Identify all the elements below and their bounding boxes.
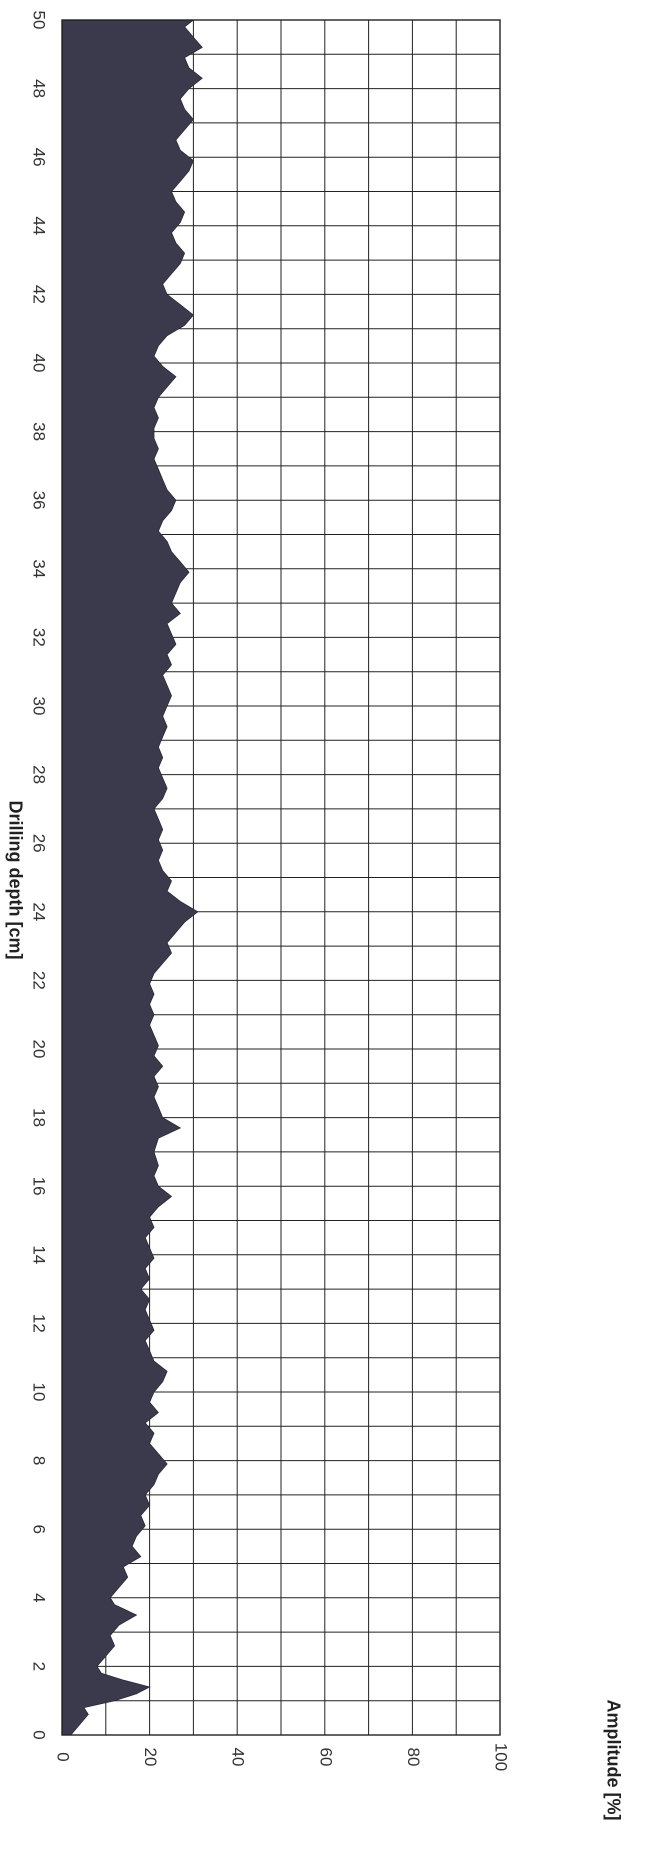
depth-tick-label: 30 — [30, 697, 49, 716]
amplitude-tick-label: 100 — [492, 1743, 511, 1771]
amplitude-tick-label: 80 — [404, 1748, 423, 1767]
depth-tick-label: 36 — [30, 491, 49, 510]
depth-tick-label: 8 — [30, 1456, 49, 1465]
x-axis-title: Drilling depth [cm] — [5, 801, 25, 960]
amplitude-tick-label: 40 — [229, 1748, 248, 1767]
depth-tick-label: 40 — [30, 354, 49, 373]
y-axis-title: Amplitude [%] — [603, 1700, 623, 1821]
depth-tick-label: 38 — [30, 422, 49, 441]
depth-tick-label: 48 — [30, 79, 49, 98]
plot-frame — [61, 19, 501, 1736]
depth-tick-label: 6 — [30, 1524, 49, 1533]
amplitude-tick-labels: 0 20 40 60 80 100 — [54, 1743, 511, 1771]
depth-tick-label: 18 — [30, 1108, 49, 1127]
depth-tick-label: 14 — [30, 1245, 49, 1264]
depth-tick-label: 46 — [30, 148, 49, 167]
depth-tick-label: 34 — [30, 559, 49, 578]
depth-tick-label: 26 — [30, 834, 49, 853]
depth-tick-label: 50 — [30, 11, 49, 30]
amplitude-tick-label: 0 — [54, 1752, 73, 1761]
depth-tick-label: 12 — [30, 1314, 49, 1333]
depth-tick-label: 28 — [30, 765, 49, 784]
depth-tick-label: 42 — [30, 285, 49, 304]
depth-tick-labels: 0246810121416182022242628303234363840424… — [30, 11, 49, 1740]
amplitude-tick-label: 20 — [141, 1748, 160, 1767]
depth-tick-label: 0 — [30, 1730, 49, 1739]
depth-tick-label: 10 — [30, 1383, 49, 1402]
depth-tick-label: 2 — [30, 1662, 49, 1671]
depth-tick-label: 22 — [30, 971, 49, 990]
depth-tick-label: 20 — [30, 1040, 49, 1059]
depth-tick-label: 32 — [30, 628, 49, 647]
depth-tick-label: 4 — [30, 1593, 49, 1602]
depth-tick-label: 24 — [30, 902, 49, 921]
depth-tick-label: 16 — [30, 1177, 49, 1196]
amplitude-area-series — [61, 19, 203, 1736]
depth-tick-label: 44 — [30, 216, 49, 235]
amplitude-tick-label: 60 — [316, 1748, 335, 1767]
